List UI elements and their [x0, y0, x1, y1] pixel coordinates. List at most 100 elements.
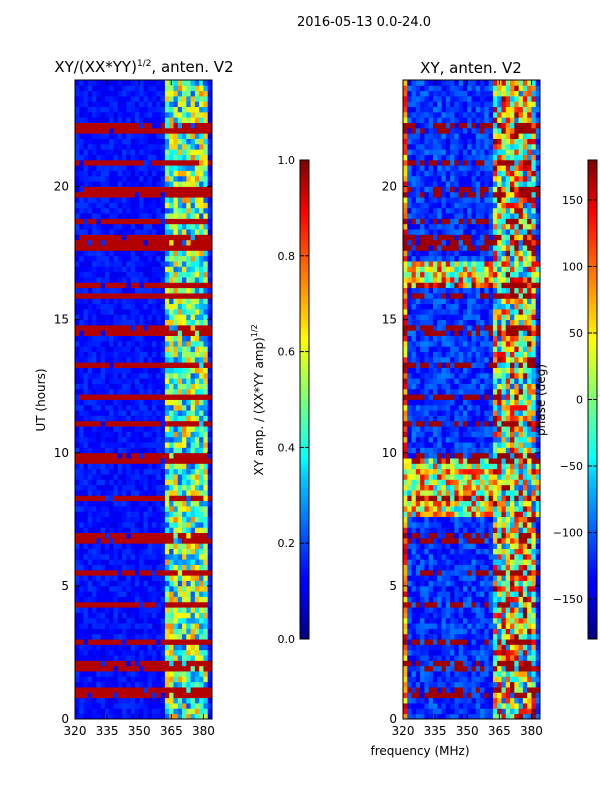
heatmap-cell — [177, 197, 183, 203]
heatmap-cell — [458, 665, 464, 672]
heatmap-cell — [194, 372, 200, 379]
heatmap-cell — [130, 415, 136, 422]
heatmap-cell — [415, 628, 421, 635]
heatmap-cell — [139, 452, 144, 459]
heatmap-cell — [152, 165, 157, 171]
heatmap-cell — [104, 90, 110, 97]
heatmap-cell — [152, 415, 157, 422]
heatmap-cell — [147, 468, 153, 475]
heatmap-cell — [480, 569, 485, 576]
heatmap-cell — [203, 415, 209, 422]
heatmap-cell — [169, 500, 174, 507]
heatmap-cell — [173, 516, 179, 523]
heatmap-cell — [480, 617, 485, 624]
heatmap-cell — [160, 692, 166, 699]
heatmap-cell — [186, 713, 191, 720]
heatmap-cell — [510, 607, 515, 613]
heatmap-cell — [147, 410, 153, 416]
heatmap-cell — [104, 601, 110, 608]
heatmap-cell — [79, 154, 84, 161]
heatmap-cell — [96, 703, 102, 709]
heatmap-cell — [173, 111, 179, 118]
heatmap-cell — [450, 660, 455, 667]
heatmap-cell — [117, 692, 123, 699]
heatmap-cell — [160, 559, 166, 565]
heatmap-cell — [164, 293, 170, 299]
heatmap-cell — [514, 559, 519, 565]
heatmap-cell — [199, 191, 204, 198]
heatmap-cell — [203, 90, 209, 97]
heatmap-cell — [87, 314, 93, 321]
heatmap-cell — [104, 404, 110, 411]
heatmap-cell — [139, 181, 144, 187]
heatmap-cell — [126, 170, 132, 177]
heatmap-cell — [87, 548, 93, 555]
heatmap-cell — [134, 287, 140, 294]
heatmap-cell — [143, 617, 149, 624]
heatmap-cell — [177, 511, 183, 518]
heatmap-cell — [177, 516, 183, 523]
heatmap-cell — [182, 372, 187, 379]
heatmap-cell — [156, 154, 162, 161]
heatmap-cell — [113, 521, 119, 528]
heatmap-cell — [194, 591, 200, 597]
heatmap-cell — [203, 671, 209, 677]
heatmap-cell — [79, 623, 84, 629]
heatmap-cell — [83, 282, 89, 289]
heatmap-cell — [424, 649, 430, 656]
heatmap-cell — [458, 607, 464, 613]
heatmap-cell — [190, 186, 196, 193]
heatmap-cell — [79, 676, 84, 683]
heatmap-cell — [96, 628, 102, 635]
heatmap-cell — [100, 308, 106, 315]
heatmap-cell — [424, 543, 430, 549]
heatmap-cell — [207, 138, 213, 145]
heatmap-cell — [113, 591, 119, 597]
heatmap-cell — [199, 713, 204, 720]
heatmap-cell — [79, 202, 84, 209]
heatmap-cell — [203, 612, 209, 619]
heatmap-cell — [83, 596, 89, 603]
heatmap-cell — [194, 495, 200, 502]
heatmap-cell — [492, 681, 498, 688]
heatmap-cell — [147, 612, 153, 619]
heatmap-cell — [164, 234, 170, 241]
heatmap-cell — [164, 378, 170, 384]
heatmap-cell — [169, 218, 174, 225]
heatmap-cell — [169, 612, 174, 619]
heatmap-cell — [92, 122, 97, 129]
heatmap-cell — [100, 708, 106, 715]
heatmap-cell — [169, 703, 174, 709]
heatmap-cell — [518, 681, 524, 688]
heatmap-cell — [160, 250, 166, 257]
heatmap-cell — [96, 713, 102, 720]
heatmap-cell — [143, 127, 149, 134]
heatmap-cell — [407, 607, 412, 613]
heatmap-cell — [109, 585, 114, 592]
heatmap-cell — [152, 468, 157, 475]
heatmap-cell — [152, 106, 157, 113]
heatmap-cell — [199, 553, 204, 560]
heatmap-cell — [75, 628, 80, 635]
heatmap-cell — [130, 506, 136, 512]
heatmap-cell — [109, 671, 114, 677]
heatmap-cell — [92, 623, 97, 629]
heatmap-cell — [164, 298, 170, 305]
heatmap-cell — [126, 143, 132, 150]
heatmap-cell — [207, 314, 213, 321]
heatmap-cell — [96, 420, 102, 427]
heatmap-cell — [471, 553, 477, 560]
heatmap-cell — [126, 181, 132, 187]
heatmap-cell — [109, 527, 114, 534]
heatmap-cell — [87, 170, 93, 177]
heatmap-cell — [164, 649, 170, 656]
heatmap-cell — [203, 197, 209, 203]
heatmap-cell — [492, 676, 498, 683]
heatmap-cell — [467, 607, 472, 613]
heatmap-cell — [160, 266, 166, 273]
heatmap-cell — [169, 202, 174, 209]
heatmap-cell — [518, 559, 524, 565]
heatmap-cell — [75, 340, 80, 347]
heatmap-cell — [87, 159, 93, 166]
heatmap-cell — [130, 633, 136, 640]
